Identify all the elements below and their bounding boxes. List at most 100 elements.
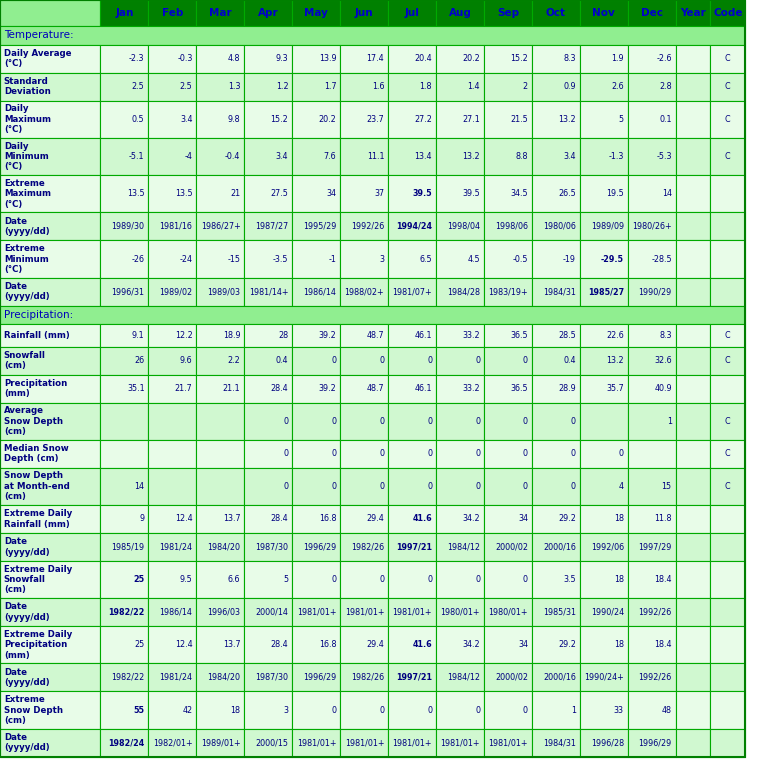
Bar (388, 468, 436, 505)
Bar (676, 468, 710, 505)
Text: 0: 0 (380, 417, 384, 426)
Bar (100, 324, 148, 346)
Bar (710, 101, 745, 138)
Text: 25: 25 (134, 575, 145, 584)
Bar (710, 664, 745, 691)
Text: 32.6: 32.6 (654, 356, 672, 365)
Bar (436, 278, 484, 306)
Bar (676, 176, 710, 212)
Text: 1989/02: 1989/02 (159, 287, 192, 296)
Bar (436, 598, 484, 626)
Bar (388, 0, 436, 26)
Bar (340, 664, 388, 691)
Bar (628, 440, 676, 468)
Text: 1996/29: 1996/29 (303, 673, 336, 682)
Bar (196, 598, 244, 626)
Text: 34: 34 (518, 640, 528, 649)
Text: 28.4: 28.4 (271, 384, 288, 393)
Text: 19.5: 19.5 (606, 190, 624, 198)
Text: 2.6: 2.6 (611, 82, 624, 91)
Text: 9.8: 9.8 (228, 115, 240, 124)
Bar (0, 240, 100, 278)
Text: 13.7: 13.7 (223, 515, 240, 523)
Text: 1983/19+: 1983/19+ (489, 287, 528, 296)
Text: Extreme
Maximum
(°C): Extreme Maximum (°C) (4, 179, 51, 209)
Text: 1987/30: 1987/30 (255, 542, 288, 551)
Bar (100, 278, 148, 306)
Text: Extreme
Snow Depth
(cm): Extreme Snow Depth (cm) (4, 695, 63, 725)
Text: 0: 0 (427, 449, 432, 459)
Text: -1: -1 (329, 254, 336, 264)
Bar (244, 44, 292, 73)
Bar (532, 533, 580, 561)
Bar (580, 664, 628, 691)
Text: 0: 0 (332, 575, 336, 584)
Bar (196, 101, 244, 138)
Text: 1984/28: 1984/28 (447, 287, 480, 296)
Bar (196, 561, 244, 598)
Bar (436, 402, 484, 440)
Bar (628, 533, 676, 561)
Bar (100, 44, 148, 73)
Bar (628, 402, 676, 440)
Bar (484, 138, 532, 176)
Text: 1980/06: 1980/06 (543, 222, 576, 231)
Text: 23.7: 23.7 (366, 115, 384, 124)
Text: 1996/28: 1996/28 (591, 738, 624, 747)
Bar (580, 598, 628, 626)
Bar (0, 664, 100, 691)
Text: May: May (305, 8, 328, 18)
Text: 9.6: 9.6 (180, 356, 192, 365)
Text: 1981/01+: 1981/01+ (297, 738, 336, 747)
Bar (148, 346, 196, 374)
Bar (340, 138, 388, 176)
Text: 1.6: 1.6 (372, 82, 384, 91)
Text: 35.1: 35.1 (127, 384, 145, 393)
Bar (676, 212, 710, 240)
Text: C: C (725, 331, 730, 340)
Text: Date
(yyyy/dd): Date (yyyy/dd) (4, 217, 49, 236)
Text: 1982/24: 1982/24 (108, 738, 145, 747)
Text: 0: 0 (332, 482, 336, 491)
Bar (196, 468, 244, 505)
Text: 18: 18 (230, 706, 240, 714)
Text: 55: 55 (134, 706, 145, 714)
Text: 3.4: 3.4 (564, 152, 576, 161)
Text: 1984/31: 1984/31 (543, 738, 576, 747)
Bar (196, 664, 244, 691)
Bar (710, 440, 745, 468)
Bar (580, 505, 628, 533)
Text: 1984/12: 1984/12 (447, 673, 480, 682)
Bar (388, 240, 436, 278)
Bar (340, 561, 388, 598)
Text: 1990/29: 1990/29 (638, 287, 672, 296)
Bar (0, 0, 100, 26)
Bar (244, 691, 292, 729)
Bar (710, 278, 745, 306)
Bar (340, 240, 388, 278)
Text: 15.2: 15.2 (510, 54, 528, 63)
Bar (628, 691, 676, 729)
Bar (148, 468, 196, 505)
Text: 1987/30: 1987/30 (255, 673, 288, 682)
Bar (0, 278, 100, 306)
Bar (100, 176, 148, 212)
Text: 9.1: 9.1 (132, 331, 145, 340)
Text: 33: 33 (614, 706, 624, 714)
Text: 0.1: 0.1 (659, 115, 672, 124)
Bar (100, 101, 148, 138)
Text: 13.2: 13.2 (462, 152, 480, 161)
Text: -5.1: -5.1 (129, 152, 145, 161)
Text: 18: 18 (614, 515, 624, 523)
Text: 13.2: 13.2 (606, 356, 624, 365)
Text: 1998/04: 1998/04 (447, 222, 480, 231)
Text: Date
(yyyy/dd): Date (yyyy/dd) (4, 602, 49, 622)
Bar (676, 73, 710, 101)
Text: 27.1: 27.1 (462, 115, 480, 124)
Bar (244, 212, 292, 240)
Text: Jul: Jul (404, 8, 420, 18)
Text: C: C (725, 417, 730, 426)
Bar (484, 598, 532, 626)
Bar (388, 73, 436, 101)
Text: 0: 0 (380, 575, 384, 584)
